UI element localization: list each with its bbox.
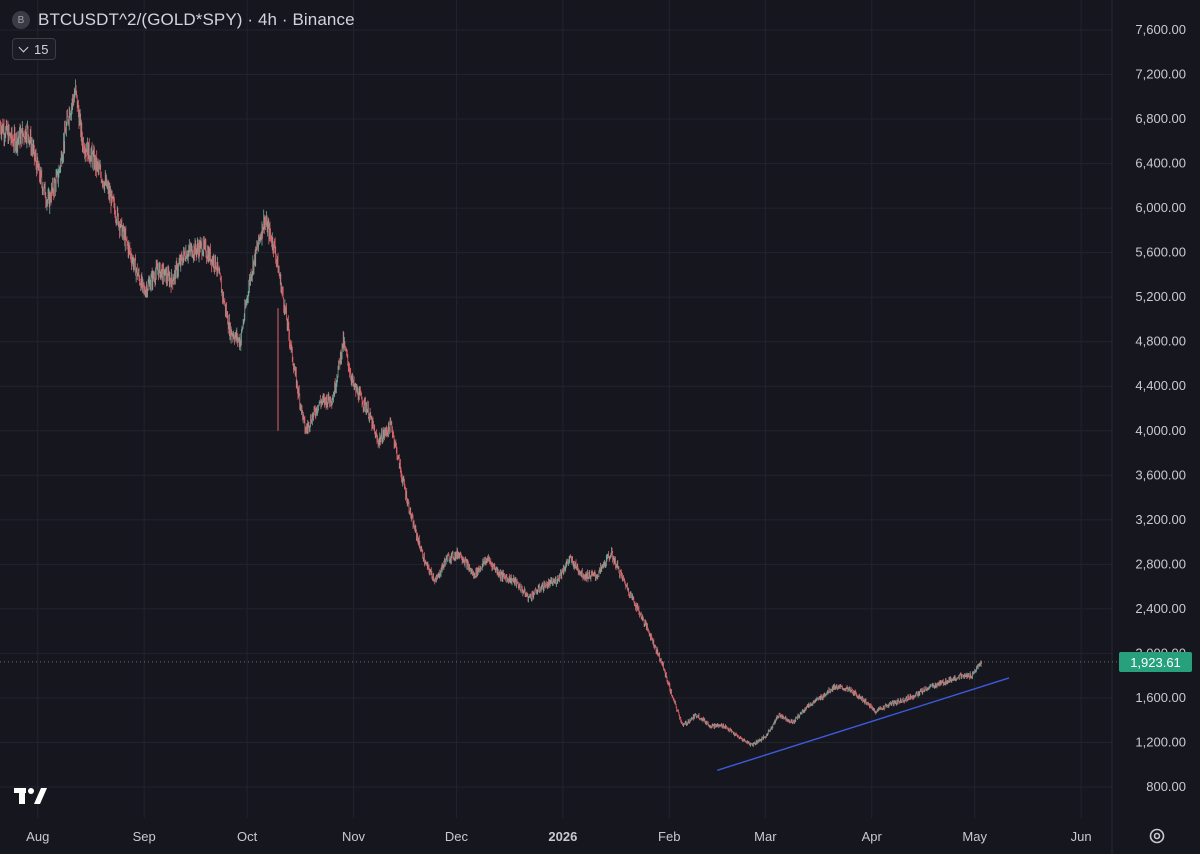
x-tick-label: Mar [754, 829, 777, 844]
y-tick-label: 800.00 [1146, 779, 1186, 794]
x-tick-label: Oct [237, 829, 258, 844]
symbol-badge-icon: B [12, 11, 30, 29]
x-tick-label: Aug [26, 829, 49, 844]
y-tick-label: 7,600.00 [1135, 22, 1186, 37]
x-tick-label: Feb [658, 829, 680, 844]
y-tick-label: 6,000.00 [1135, 200, 1186, 215]
symbol-title[interactable]: BTCUSDT^2/(GOLD*SPY) · 4h · Binance [38, 10, 355, 29]
y-tick-label: 5,200.00 [1135, 289, 1186, 304]
time-axis[interactable]: Aug Sep Oct Nov Dec 2026 Feb Mar Apr May Jun [26, 829, 1091, 844]
y-tick-label: 4,800.00 [1135, 334, 1186, 349]
tradingview-logo-icon[interactable] [14, 786, 48, 806]
y-tick-label: 1,200.00 [1135, 734, 1186, 749]
y-tick-label: 7,200.00 [1135, 67, 1186, 82]
candlestick-series [0, 79, 982, 747]
price-axis[interactable]: 7,600.00 7,200.00 6,800.00 6,400.00 6,000.00… [1135, 22, 1186, 794]
chart-grid [0, 0, 1113, 854]
x-tick-label: May [962, 829, 987, 844]
trendline[interactable] [717, 677, 1010, 771]
x-tick-label: Nov [342, 829, 366, 844]
y-tick-label: 2,800.00 [1135, 556, 1186, 571]
y-tick-label: 2,400.00 [1135, 601, 1186, 616]
y-tick-label: 3,600.00 [1135, 467, 1186, 482]
y-tick-label: 6,800.00 [1135, 111, 1186, 126]
studies-count: 15 [34, 41, 49, 57]
x-tick-label: Dec [445, 829, 469, 844]
x-tick-label: Sep [133, 829, 156, 844]
chevron-down-icon [18, 42, 29, 52]
y-tick-label: 6,400.00 [1135, 156, 1186, 171]
studies-toggle-button[interactable]: 15 [12, 38, 57, 60]
y-tick-label: 5,600.00 [1135, 245, 1186, 260]
y-tick-label: 4,400.00 [1135, 378, 1186, 393]
y-tick-label: 3,200.00 [1135, 512, 1186, 527]
gear-icon[interactable] [1147, 826, 1167, 846]
y-tick-label: 4,000.00 [1135, 423, 1186, 438]
trendline-drawing[interactable] [717, 677, 1010, 771]
x-tick-label: Apr [862, 829, 883, 844]
last-price-label: 1,923.61 [1119, 652, 1192, 672]
symbol-header[interactable]: B BTCUSDT^2/(GOLD*SPY) · 4h · Binance [12, 10, 355, 30]
x-tick-label: 2026 [548, 829, 577, 844]
y-tick-label: 1,600.00 [1135, 690, 1186, 705]
x-tick-label: Jun [1071, 829, 1092, 844]
